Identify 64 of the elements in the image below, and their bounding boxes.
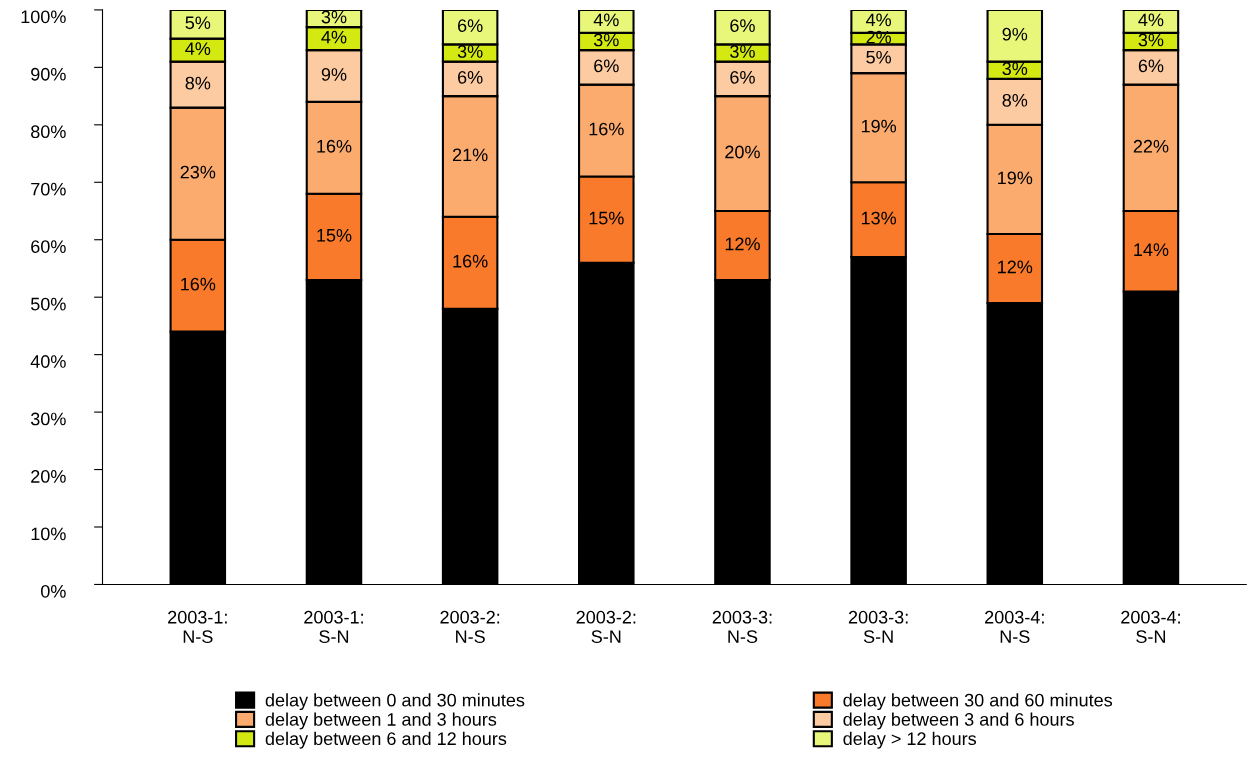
x-tick-label: 2003-3: N-S [712,610,772,644]
y-tick-label: 100% [21,10,66,24]
data-label: 15% [589,211,624,225]
x-tick-label: 2003-1: S-N [304,610,363,644]
data-label: 15% [317,229,352,242]
data-label: 9% [1002,27,1028,41]
y-tick-label: 90% [31,67,66,81]
data-label: 5% [866,50,892,64]
x-tick-label: 2003-2: S-N [576,610,636,644]
data-label: 4% [593,13,619,27]
y-tick-label: 60% [31,240,66,253]
legend-label: delay between 3 and 6 hours [843,712,1074,730]
data-label: 20% [725,145,760,159]
data-label: 6% [730,70,755,84]
data-label: 23% [180,165,216,179]
legend-label: delay between 0 and 30 minutes [265,693,525,711]
data-label: 4% [185,42,211,55]
y-tick-label: 10% [31,527,66,541]
data-label: 3% [321,10,347,24]
legend-label: delay between 1 and 3 hours [265,712,497,730]
data-label: 4% [1138,13,1164,27]
data-label: 3% [730,45,755,58]
data-label: 22% [1133,139,1169,153]
data-label: 4% [865,13,892,27]
data-label: 16% [317,139,352,153]
data-label: 3% [1138,33,1164,47]
x-tick-label: 2003-2: N-S [440,610,500,644]
data-label: 12% [998,260,1033,274]
data-label: 9% [321,68,347,81]
data-label: 14% [1134,243,1169,256]
data-label: 13% [861,211,897,225]
data-label: 3% [593,33,619,47]
data-label: 5% [185,16,211,30]
data-label: 19% [998,171,1033,185]
data-label: 6% [594,59,619,73]
data-label: 16% [453,254,488,268]
legend-label: delay > 12 hours [843,731,977,749]
y-tick-label: 30% [30,412,66,426]
data-label: 6% [1138,59,1164,73]
y-tick-label: 20% [31,470,66,483]
legend-label: delay between 6 and 12 hours [265,731,507,749]
data-label: 8% [1002,93,1028,107]
data-label: 16% [589,122,624,136]
data-label: 12% [725,237,760,251]
data-label: 3% [457,45,483,58]
data-label: 6% [730,19,755,32]
y-tick-label: 70% [31,182,66,196]
data-label: 4% [321,30,347,44]
x-tick-label: 2003-4: S-N [1121,610,1180,644]
y-tick-label: 40% [30,355,66,368]
legend-label: delay between 30 and 60 minutes [843,693,1113,711]
data-label: 21% [452,148,488,162]
y-tick-label: 80% [31,125,66,139]
x-tick-label: 2003-1: N-S [168,610,227,644]
x-tick-label: 2003-3: S-N [848,610,908,644]
data-label: 6% [458,19,483,32]
data-label: 3% [1002,62,1028,76]
data-label: 6% [458,70,483,84]
x-tick-label: 2003-4: N-S [985,610,1044,644]
data-label: 19% [861,119,897,133]
data-label: 16% [181,277,216,291]
data-label: 8% [185,76,211,90]
y-tick-label: 50% [30,297,66,311]
y-tick-label: 0% [41,584,66,598]
